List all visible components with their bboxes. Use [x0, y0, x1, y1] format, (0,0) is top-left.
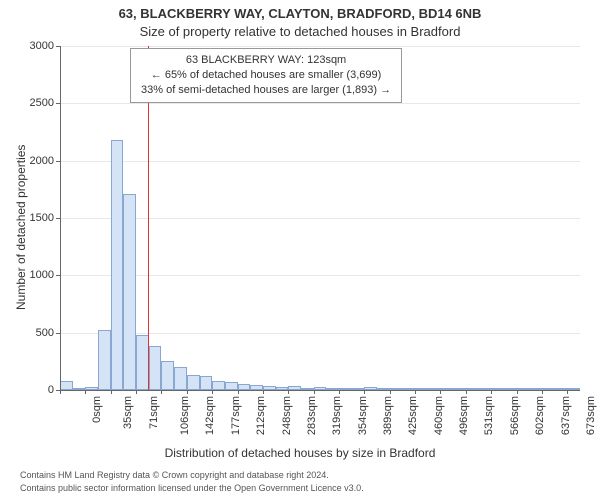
info-box-line3: 33% of semi-detached houses are larger (… — [141, 83, 391, 98]
histogram-bar — [149, 346, 162, 390]
info-box: 63 BLACKBERRY WAY: 123sqm ← 65% of detac… — [130, 48, 402, 103]
x-tick-mark — [111, 390, 112, 394]
x-tick-mark — [314, 390, 315, 394]
x-tick-mark — [339, 390, 340, 394]
info-box-line1: 63 BLACKBERRY WAY: 123sqm — [141, 53, 391, 68]
y-tick-label: 2500 — [4, 97, 54, 109]
y-tick-mark — [56, 46, 60, 47]
info-box-line2: ← 65% of detached houses are smaller (3,… — [141, 68, 391, 83]
histogram-bar — [123, 194, 136, 390]
x-tick-label: 177sqm — [230, 396, 242, 435]
y-axis-title: Number of detached properties — [14, 145, 28, 310]
x-tick-mark — [136, 390, 137, 394]
histogram-bar — [174, 367, 187, 390]
y-tick-label: 500 — [4, 327, 54, 339]
x-tick-mark — [567, 390, 568, 394]
x-tick-label: 212sqm — [255, 396, 267, 435]
x-tick-label: 496sqm — [458, 396, 470, 435]
x-tick-mark — [466, 390, 467, 394]
histogram-bar — [98, 330, 111, 390]
x-tick-mark — [85, 390, 86, 394]
grid-line — [60, 46, 580, 47]
footnote-line2: Contains public sector information licen… — [20, 483, 364, 495]
x-axis-line — [60, 390, 580, 391]
x-tick-mark — [542, 390, 543, 394]
x-tick-mark — [364, 390, 365, 394]
y-tick-mark — [56, 333, 60, 334]
y-tick-mark — [56, 275, 60, 276]
histogram-bar — [200, 376, 213, 390]
x-tick-mark — [161, 390, 162, 394]
histogram-bar — [136, 335, 149, 390]
x-tick-label: 602sqm — [534, 396, 546, 435]
x-tick-mark — [263, 390, 264, 394]
x-tick-label: 389sqm — [382, 396, 394, 435]
y-tick-label: 1000 — [4, 269, 54, 281]
y-tick-label: 3000 — [4, 40, 54, 52]
x-tick-mark — [187, 390, 188, 394]
footnote-line1: Contains HM Land Registry data © Crown c… — [20, 470, 329, 482]
x-tick-mark — [390, 390, 391, 394]
x-tick-mark — [517, 390, 518, 394]
x-tick-mark — [415, 390, 416, 394]
y-axis-line — [60, 46, 61, 390]
x-tick-label: 673sqm — [585, 396, 597, 435]
y-tick-label: 2000 — [4, 155, 54, 167]
x-tick-label: 283sqm — [306, 396, 318, 435]
x-tick-mark — [60, 390, 61, 394]
histogram-bar — [225, 382, 238, 390]
x-tick-label: 71sqm — [148, 396, 160, 429]
x-tick-mark — [440, 390, 441, 394]
grid-line — [60, 103, 580, 104]
grid-line — [60, 218, 580, 219]
x-tick-label: 566sqm — [509, 396, 521, 435]
histogram-bar — [187, 375, 200, 390]
x-tick-mark — [491, 390, 492, 394]
x-tick-label: 531sqm — [484, 396, 496, 435]
histogram-bar — [60, 381, 73, 390]
x-tick-label: 425sqm — [408, 396, 420, 435]
y-tick-mark — [56, 103, 60, 104]
x-tick-label: 637sqm — [560, 396, 572, 435]
x-axis-title: Distribution of detached houses by size … — [0, 446, 600, 460]
x-tick-mark — [212, 390, 213, 394]
histogram-bar — [111, 140, 124, 390]
chart-title-line1: 63, BLACKBERRY WAY, CLAYTON, BRADFORD, B… — [0, 6, 600, 21]
x-tick-label: 35sqm — [122, 396, 134, 429]
y-tick-mark — [56, 161, 60, 162]
y-tick-label: 0 — [4, 384, 54, 396]
grid-line — [60, 275, 580, 276]
x-tick-label: 319sqm — [331, 396, 343, 435]
x-tick-label: 142sqm — [205, 396, 217, 435]
x-tick-mark — [238, 390, 239, 394]
grid-line — [60, 161, 580, 162]
x-tick-label: 248sqm — [281, 396, 293, 435]
x-tick-label: 460sqm — [433, 396, 445, 435]
histogram-bar — [161, 361, 174, 390]
grid-line — [60, 333, 580, 334]
x-tick-label: 106sqm — [179, 396, 191, 435]
x-tick-label: 0sqm — [91, 396, 103, 423]
histogram-bar — [212, 381, 225, 390]
x-tick-mark — [288, 390, 289, 394]
y-tick-label: 1500 — [4, 212, 54, 224]
x-tick-label: 354sqm — [357, 396, 369, 435]
chart-container: 63, BLACKBERRY WAY, CLAYTON, BRADFORD, B… — [0, 0, 600, 500]
chart-title-line2: Size of property relative to detached ho… — [0, 24, 600, 39]
y-tick-mark — [56, 218, 60, 219]
